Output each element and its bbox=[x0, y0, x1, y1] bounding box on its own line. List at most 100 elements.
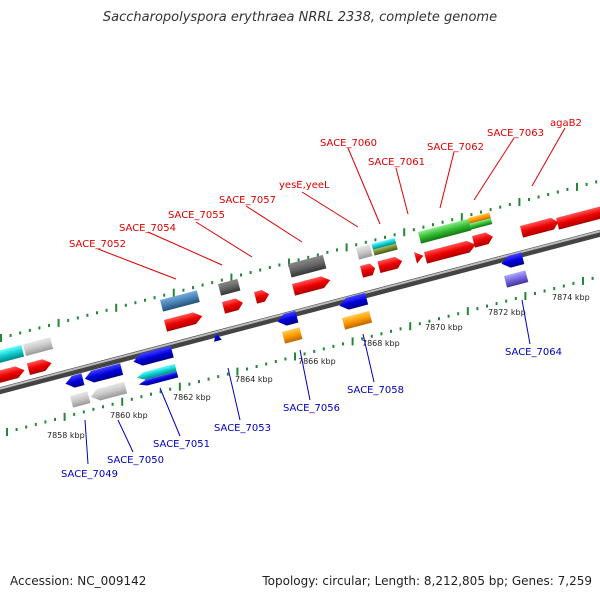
scale-major-tick bbox=[172, 288, 175, 297]
scale-dot bbox=[480, 210, 482, 214]
gene-feature[interactable] bbox=[469, 218, 493, 230]
gene-feature[interactable] bbox=[372, 243, 398, 256]
scale-dot bbox=[48, 323, 50, 327]
scale-dot bbox=[182, 288, 185, 292]
gene-feature[interactable] bbox=[360, 262, 377, 278]
gene-feature[interactable] bbox=[23, 337, 54, 356]
gene-feature[interactable] bbox=[342, 310, 373, 330]
scale-dot bbox=[15, 428, 18, 431]
gene-feature[interactable] bbox=[136, 363, 177, 382]
gene-feature[interactable] bbox=[132, 345, 174, 368]
scale-dot bbox=[153, 296, 156, 300]
gene-feature[interactable] bbox=[70, 391, 91, 408]
accession-text: Accession: NC_009142 bbox=[10, 574, 147, 588]
scale-dot bbox=[390, 329, 392, 333]
scale-dot bbox=[326, 250, 329, 254]
gene-feature[interactable] bbox=[89, 381, 128, 403]
scale-dot bbox=[268, 266, 271, 269]
scale-dot bbox=[336, 248, 338, 252]
gene-feature[interactable] bbox=[83, 363, 124, 384]
gene-feature[interactable] bbox=[424, 239, 477, 264]
gene-feature[interactable] bbox=[222, 297, 244, 314]
gene-label-forward[interactable]: SACE_7060 bbox=[320, 138, 377, 149]
scale-dot bbox=[201, 283, 204, 287]
gene-label-reverse[interactable]: SACE_7051 bbox=[153, 439, 210, 450]
forward-label-leaders bbox=[97, 127, 566, 280]
scale-dot bbox=[528, 198, 530, 201]
gene-label-reverse[interactable]: SACE_7058 bbox=[347, 385, 404, 396]
gene-feature[interactable] bbox=[164, 310, 204, 332]
scale-dot bbox=[572, 281, 575, 285]
scale-major-tick bbox=[230, 273, 233, 282]
scale-major-tick bbox=[0, 334, 2, 342]
gene-label-forward[interactable]: SACE_7057 bbox=[219, 195, 276, 206]
gene-label-forward[interactable]: SACE_7055 bbox=[168, 210, 225, 221]
scale-major-tick bbox=[115, 303, 118, 312]
gene-label-reverse[interactable]: SACE_7049 bbox=[61, 469, 118, 480]
gene-feature[interactable] bbox=[292, 274, 332, 296]
gene-label-forward[interactable]: yesE,yeeL bbox=[279, 180, 330, 191]
gene-feature[interactable] bbox=[288, 254, 327, 278]
gene-feature[interactable] bbox=[160, 290, 200, 312]
scale-major-tick bbox=[403, 228, 406, 237]
gene-label-reverse[interactable]: SACE_7056 bbox=[283, 403, 340, 414]
gene-feature[interactable] bbox=[218, 278, 241, 296]
scale-dot bbox=[44, 420, 47, 424]
scale-dot bbox=[274, 360, 277, 363]
scale-dot bbox=[470, 213, 473, 217]
gene-feature[interactable] bbox=[254, 288, 271, 304]
gene-label-forward[interactable]: SACE_7054 bbox=[119, 223, 176, 234]
gene-label-forward[interactable]: agaB2 bbox=[550, 118, 582, 129]
scale-dot bbox=[111, 402, 114, 406]
gene-feature[interactable] bbox=[520, 216, 560, 238]
gene-feature[interactable] bbox=[414, 250, 425, 264]
scale-dot bbox=[457, 312, 460, 316]
gene-feature[interactable] bbox=[0, 364, 26, 384]
gene-feature[interactable] bbox=[26, 357, 53, 375]
reverse-label-leaders bbox=[84, 299, 531, 465]
scale-dot bbox=[499, 205, 502, 209]
scale-dot bbox=[207, 377, 210, 381]
scale-dot bbox=[259, 268, 262, 272]
gene-feature[interactable] bbox=[418, 218, 472, 244]
gene-feature[interactable] bbox=[472, 231, 494, 248]
gene-feature[interactable] bbox=[468, 212, 491, 224]
scale-dot bbox=[591, 276, 594, 280]
reverse-scale-track bbox=[6, 276, 594, 436]
scale-major-tick bbox=[409, 322, 412, 331]
scale-dot bbox=[303, 352, 306, 356]
gene-label-forward[interactable]: SACE_7062 bbox=[427, 142, 484, 153]
scale-dot bbox=[25, 425, 28, 429]
gene-feature[interactable] bbox=[212, 332, 222, 342]
gene-feature[interactable] bbox=[500, 252, 525, 269]
gene-feature[interactable] bbox=[377, 255, 403, 274]
scale-dot bbox=[255, 365, 258, 368]
gene-label-reverse[interactable]: SACE_7064 bbox=[505, 347, 562, 358]
gene-feature[interactable] bbox=[0, 344, 25, 364]
gene-label-forward[interactable]: SACE_7061 bbox=[368, 157, 425, 168]
gene-label-forward[interactable]: SACE_7052 bbox=[69, 239, 126, 250]
gene-feature[interactable] bbox=[138, 371, 179, 388]
scale-dot bbox=[220, 278, 223, 282]
gene-feature[interactable] bbox=[504, 270, 529, 288]
scale-major-tick bbox=[345, 243, 348, 252]
gene-feature[interactable] bbox=[64, 373, 85, 389]
gene-label-forward[interactable]: SACE_7063 bbox=[487, 128, 544, 139]
scale-dot bbox=[159, 390, 162, 394]
gene-feature[interactable] bbox=[338, 292, 369, 312]
genome-backbone bbox=[0, 229, 600, 395]
scale-dot bbox=[226, 372, 229, 376]
scale-dot bbox=[265, 362, 268, 366]
gene-label-reverse[interactable]: SACE_7053 bbox=[214, 423, 271, 434]
scale-dot bbox=[130, 397, 133, 401]
gene-label-reverse[interactable]: SACE_7050 bbox=[107, 455, 164, 466]
gene-feature[interactable] bbox=[276, 310, 299, 328]
forward-gene-labels: SACE_7052 SACE_7054 SACE_7055 SACE_7057 … bbox=[69, 118, 582, 250]
scale-major-tick bbox=[178, 382, 181, 391]
gene-feature[interactable] bbox=[282, 327, 303, 344]
gene-feature[interactable] bbox=[556, 204, 600, 230]
gene-feature[interactable] bbox=[371, 237, 397, 250]
scale-label: 7874 kbp bbox=[552, 293, 590, 302]
gene-feature[interactable] bbox=[356, 244, 373, 260]
scale-dot bbox=[370, 334, 373, 338]
